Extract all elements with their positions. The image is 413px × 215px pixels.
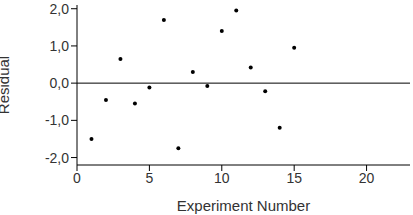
svg-text:2,0: 2,0 bbox=[50, 1, 70, 17]
svg-text:-1,0: -1,0 bbox=[45, 112, 69, 128]
svg-text:0: 0 bbox=[73, 170, 81, 186]
svg-text:1,0: 1,0 bbox=[50, 38, 70, 54]
svg-text:Experiment Number: Experiment Number bbox=[177, 197, 310, 214]
svg-text:Residual: Residual bbox=[8, 56, 12, 114]
svg-text:0,0: 0,0 bbox=[50, 75, 70, 91]
svg-text:5: 5 bbox=[145, 170, 153, 186]
svg-text:10: 10 bbox=[214, 170, 230, 186]
svg-text:20: 20 bbox=[359, 170, 375, 186]
svg-text:-2,0: -2,0 bbox=[45, 150, 69, 166]
svg-text:15: 15 bbox=[286, 170, 302, 186]
